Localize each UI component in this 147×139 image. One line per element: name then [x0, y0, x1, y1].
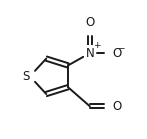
Text: O: O [112, 100, 122, 113]
Text: O: O [112, 47, 122, 60]
Text: N: N [85, 47, 94, 60]
Text: −: − [117, 43, 124, 52]
Text: S: S [22, 70, 30, 83]
Text: O: O [85, 16, 95, 29]
Text: +: + [93, 41, 100, 50]
